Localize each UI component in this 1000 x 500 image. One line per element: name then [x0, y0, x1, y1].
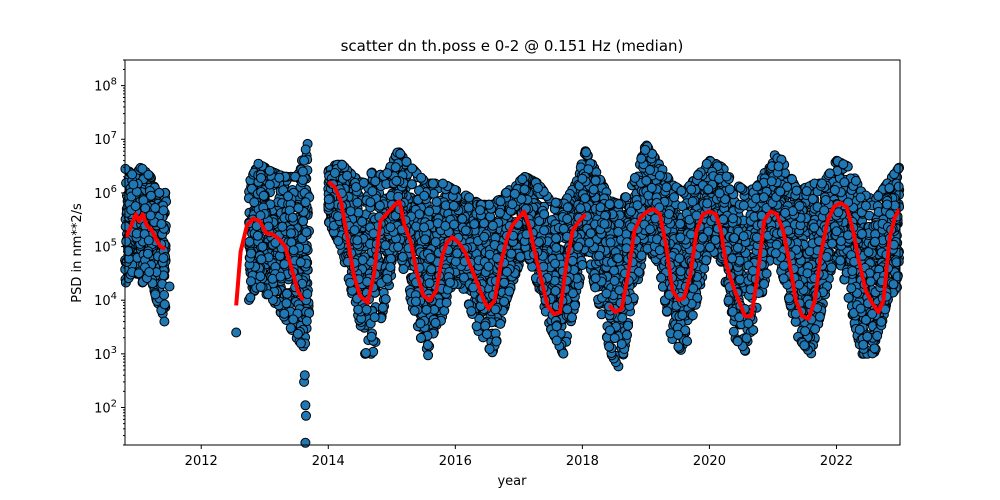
scatter-point — [281, 298, 292, 309]
scatter-point — [295, 257, 306, 268]
scatter-point — [245, 292, 256, 303]
chart-title: scatter dn th.poss e 0-2 @ 0.151 Hz (med… — [341, 37, 684, 55]
scatter-point — [263, 289, 274, 300]
scatter-point — [144, 267, 155, 277]
scatter-point — [256, 254, 267, 265]
scatter-point — [130, 201, 141, 212]
scatter-point — [140, 203, 151, 214]
scatter-point — [274, 172, 285, 183]
scatter-point — [128, 179, 139, 190]
scatter-point — [301, 227, 312, 238]
scatter-point — [277, 221, 288, 232]
scatter-point — [283, 191, 294, 202]
scatter-point — [154, 187, 165, 198]
scatter-point — [158, 205, 169, 216]
scatter-point — [288, 314, 299, 325]
scatter-point — [121, 236, 132, 247]
scatter-point — [252, 230, 263, 241]
scatter-point — [133, 268, 144, 279]
scatter-point — [295, 338, 306, 349]
scatter-point — [137, 163, 148, 174]
scatter-point — [282, 288, 292, 299]
scatter-point — [300, 197, 311, 208]
scatter-point — [146, 190, 156, 201]
scatter-point — [286, 228, 296, 239]
scatter-point — [275, 271, 286, 282]
scatter-point — [127, 169, 138, 180]
scatter-point — [423, 350, 434, 361]
scatter-point — [257, 241, 268, 252]
scatter-point — [264, 165, 275, 176]
scatter-point — [142, 248, 153, 259]
scatter-point — [366, 331, 377, 342]
scatter-point — [279, 308, 290, 319]
scatter-point — [159, 290, 170, 300]
scatter-point — [255, 281, 266, 292]
scatter-point — [159, 299, 170, 310]
scatter-point — [156, 219, 167, 229]
scatter-point — [158, 253, 169, 264]
scatter-point — [298, 216, 309, 227]
scatter-point — [123, 246, 134, 257]
scatter-point — [300, 144, 311, 155]
scatter-point — [288, 245, 299, 256]
scatter-point — [255, 271, 266, 282]
scatter-point — [302, 289, 313, 299]
scatter-point — [245, 276, 256, 287]
scatter-point — [301, 316, 312, 327]
scatter-point — [249, 197, 260, 208]
scatter-point — [256, 173, 266, 183]
scatter-point — [292, 328, 303, 339]
scatter-point — [150, 289, 161, 300]
scatter-point — [253, 158, 264, 169]
scatter-point — [297, 175, 308, 185]
scatter-point — [258, 190, 269, 201]
scatter-point — [145, 210, 156, 221]
scatter-point — [143, 169, 154, 180]
scatter-point — [244, 236, 255, 247]
scatter-point — [264, 179, 275, 190]
scatter-point — [246, 248, 257, 259]
scatter-point — [287, 212, 298, 223]
plot-area — [120, 59, 905, 448]
scatter-point — [143, 235, 154, 246]
